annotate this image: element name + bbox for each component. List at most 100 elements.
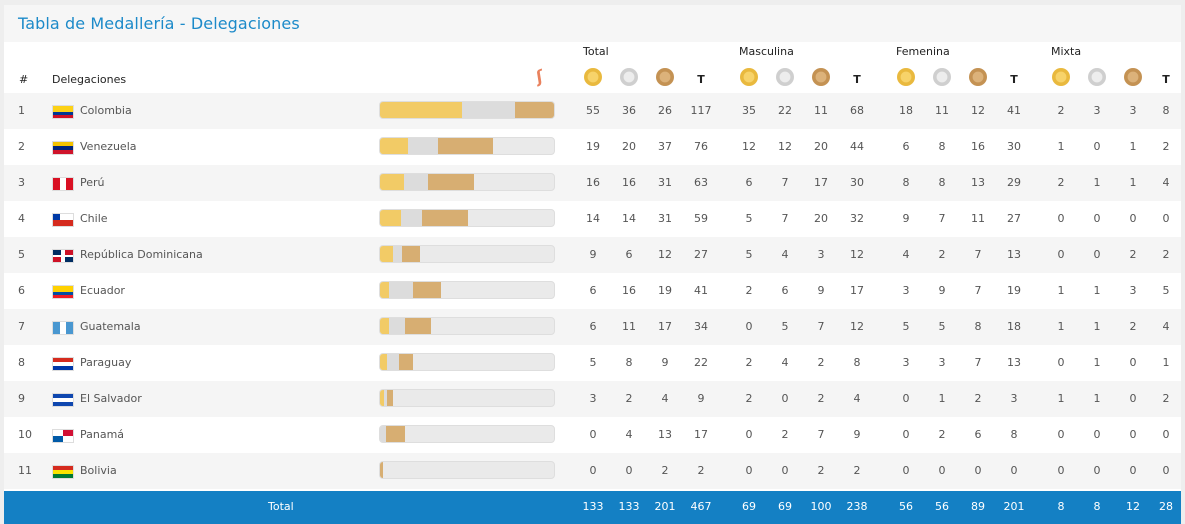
bronze-medal-icon[interactable]: [656, 68, 674, 86]
mix-count-cell: 2: [1057, 104, 1065, 117]
country-name[interactable]: Guatemala: [80, 320, 141, 333]
fem-count-cell: 13: [971, 176, 985, 189]
silver-medal-icon[interactable]: [933, 68, 951, 86]
fem-count-cell: 13: [1007, 356, 1021, 369]
total-count-cell: 31: [658, 176, 672, 189]
masc-count-cell: 12: [778, 140, 792, 153]
table-row[interactable]: 10 Panamá 0 4 13 17 0 2 7 9 0 2 6 8 0 0 0 0: [4, 417, 1181, 453]
gold-medal-icon[interactable]: [740, 68, 758, 86]
mix-count-cell: 0: [1057, 212, 1065, 225]
gold-medal-icon[interactable]: [897, 68, 915, 86]
total-column-header[interactable]: T: [1162, 73, 1170, 86]
chile-flag-icon: [52, 213, 74, 227]
table-row[interactable]: 7 Guatemala 6 11 17 34 0 5 7 12 5 5 8 18 1 1 2 4: [4, 309, 1181, 345]
masc-count-cell: 7: [781, 176, 789, 189]
footer-total-total: 133: [618, 500, 640, 513]
silver-segment: [461, 102, 516, 118]
fem-count-cell: 5: [938, 320, 946, 333]
table-row[interactable]: 8 Paraguay 5 8 9 22 2 4 2 8 3 3 7 13 0 1 0 1: [4, 345, 1181, 381]
bronze-segment: [380, 462, 383, 478]
medal-distribution-bar: [379, 281, 555, 299]
mix-count-cell: 1: [1093, 176, 1101, 189]
fem-count-cell: 9: [938, 284, 946, 297]
fem-count-cell: 29: [1007, 176, 1021, 189]
fem-count-cell: 5: [902, 320, 910, 333]
masc-count-cell: 0: [745, 464, 753, 477]
country-name[interactable]: Chile: [80, 212, 108, 225]
total-column-header[interactable]: T: [697, 73, 705, 86]
mix-count-cell: 0: [1093, 248, 1101, 261]
table-row[interactable]: 9 El Salvador 3 2 4 9 2 0 2 4 0 1 2 3 1 1 0 2: [4, 381, 1181, 417]
colombia-flag-icon: [52, 105, 74, 119]
country-name[interactable]: República Dominicana: [80, 248, 203, 261]
fem-count-cell: 0: [974, 464, 982, 477]
mix-count-cell: 0: [1093, 464, 1101, 477]
gold-medal-icon[interactable]: [1052, 68, 1070, 86]
delegation-header[interactable]: Delegaciones: [52, 73, 127, 86]
group-header-total: Total: [583, 45, 609, 58]
table-row[interactable]: 11 Bolivia 0 0 2 2 0 0 2 2 0 0 0 0 0 0 0 0: [4, 453, 1181, 489]
mix-count-cell: 4: [1162, 176, 1170, 189]
mix-count-cell: 8: [1162, 104, 1170, 117]
country-name[interactable]: Colombia: [80, 104, 132, 117]
table-row[interactable]: 6 Ecuador 6 16 19 41 2 6 9 17 3 9 7 19 1 1 3 5: [4, 273, 1181, 309]
total-column-header[interactable]: T: [1010, 73, 1018, 86]
fem-count-cell: 11: [935, 104, 949, 117]
silver-segment: [400, 210, 422, 226]
mix-count-cell: 2: [1162, 392, 1170, 405]
bronze-medal-icon[interactable]: [812, 68, 830, 86]
silver-medal-icon[interactable]: [776, 68, 794, 86]
masc-count-cell: 5: [781, 320, 789, 333]
total-count-cell: 6: [625, 248, 633, 261]
gold-segment: [380, 210, 401, 226]
masc-count-cell: 4: [853, 392, 861, 405]
gold-segment: [380, 318, 389, 334]
masc-count-cell: 2: [853, 464, 861, 477]
masc-count-cell: 7: [781, 212, 789, 225]
medal-distribution-bar: [379, 101, 555, 119]
silver-segment: [388, 282, 413, 298]
table-row[interactable]: 2 Venezuela 19 20 37 76 12 12 20 44 6 8 16 30 1 0 1 2: [4, 129, 1181, 165]
country-name[interactable]: Perú: [80, 176, 105, 189]
mix-count-cell: 1: [1057, 140, 1065, 153]
bronze-medal-icon[interactable]: [969, 68, 987, 86]
silver-segment: [380, 426, 386, 442]
country-name[interactable]: Panamá: [80, 428, 125, 441]
country-name[interactable]: Venezuela: [80, 140, 137, 153]
masc-count-cell: 9: [817, 284, 825, 297]
bronze-segment: [399, 354, 413, 370]
table-row[interactable]: 5 República Dominicana 9 6 12 27 5 4 3 12 4 2 7 13 0 0 2…: [4, 237, 1181, 273]
footer-fem-total: 89: [971, 500, 985, 513]
mix-count-cell: 3: [1129, 284, 1137, 297]
total-count-cell: 20: [622, 140, 636, 153]
silver-medal-icon[interactable]: [620, 68, 638, 86]
rank-cell: 6: [18, 284, 25, 297]
country-name[interactable]: Bolivia: [80, 464, 117, 477]
total-count-cell: 2: [661, 464, 669, 477]
bronze-segment: [387, 390, 394, 406]
fem-count-cell: 0: [902, 392, 910, 405]
table-row[interactable]: 1 Colombia 55 36 26 117 35 22 11 68 18 11 12 41 2 3 3 8: [4, 93, 1181, 129]
mix-count-cell: 2: [1129, 320, 1137, 333]
table-row[interactable]: 4 Chile 14 14 31 59 5 7 20 32 9 7 11 27 0 0 0 0: [4, 201, 1181, 237]
country-name[interactable]: El Salvador: [80, 392, 142, 405]
masc-count-cell: 4: [781, 248, 789, 261]
bronze-medal-icon[interactable]: [1124, 68, 1142, 86]
footer-total-total: 133: [582, 500, 604, 513]
masc-count-cell: 8: [853, 356, 861, 369]
rank-cell: 8: [18, 356, 25, 369]
total-count-cell: 26: [658, 104, 672, 117]
ecuador-flag-icon: [52, 285, 74, 299]
silver-medal-icon[interactable]: [1088, 68, 1106, 86]
table-row[interactable]: 3 Perú 16 16 31 63 6 7 17 30 8 8 13 29 2 1 1 4: [4, 165, 1181, 201]
gold-medal-icon[interactable]: [584, 68, 602, 86]
country-name[interactable]: Ecuador: [80, 284, 125, 297]
total-column-header[interactable]: T: [853, 73, 861, 86]
footer-total-total: 201: [654, 500, 676, 513]
group-header-mixta: Mixta: [1051, 45, 1082, 58]
masc-count-cell: 7: [817, 320, 825, 333]
fem-count-cell: 3: [938, 356, 946, 369]
country-name[interactable]: Paraguay: [80, 356, 132, 369]
mix-count-cell: 0: [1162, 212, 1170, 225]
rank-cell: 2: [18, 140, 25, 153]
